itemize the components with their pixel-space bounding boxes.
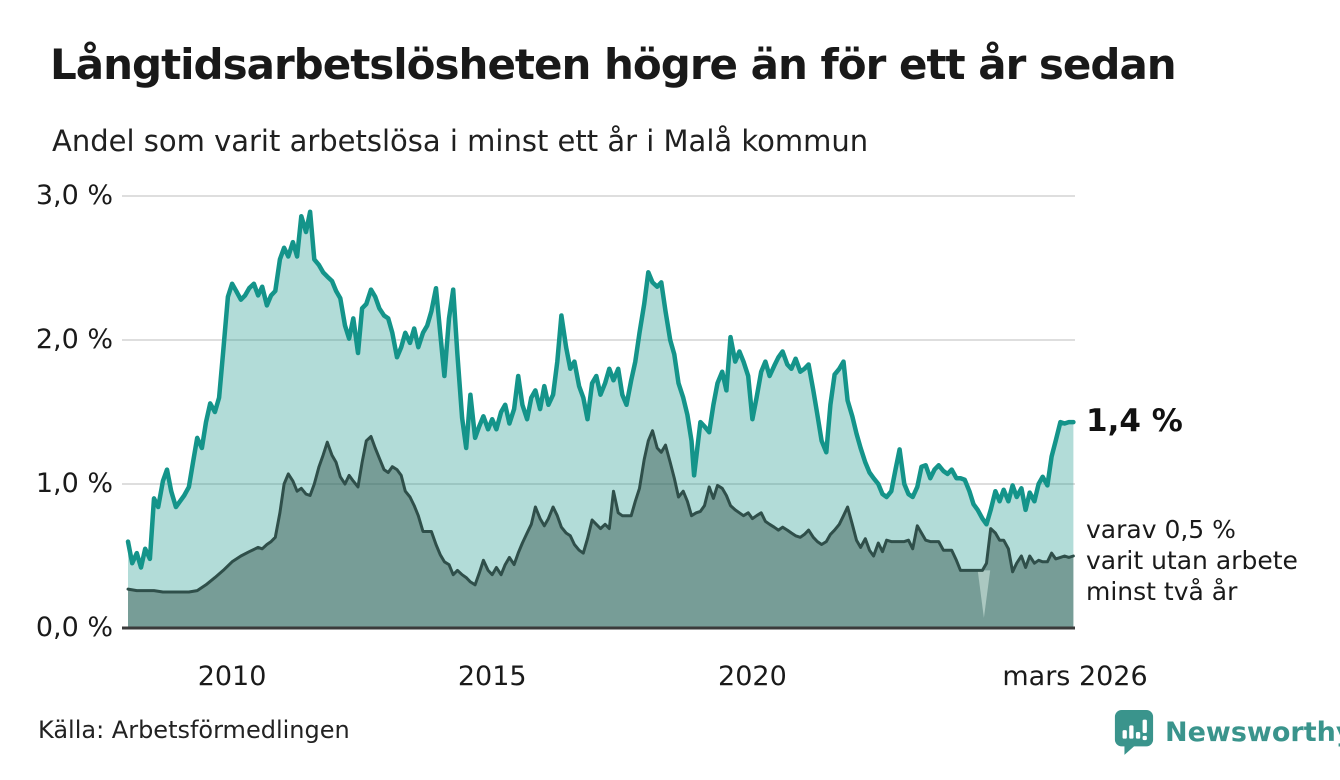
fill-gap-notch: [977, 570, 991, 618]
x-tick-label: 2020: [718, 661, 787, 692]
source-note: Källa: Arbetsförmedlingen: [38, 716, 350, 744]
newsworthy-logo: Newsworthy: [1113, 707, 1340, 757]
y-tick-label: 0,0 %: [35, 612, 113, 643]
annotation-line: varit utan arbete: [1086, 546, 1298, 575]
y-tick-label: 1,0 %: [35, 468, 113, 499]
brand-name: Newsworthy: [1165, 716, 1340, 748]
newsworthy-logo-icon: [1114, 710, 1154, 755]
secondary-series-annotation: varav 0,5 % varit utan arbete minst två …: [1086, 514, 1326, 607]
end-value-label: 1,4 %: [1086, 403, 1183, 439]
logo-bar-icon: [1122, 730, 1127, 739]
x-tick-label: mars 2026: [1002, 661, 1148, 692]
x-tick-label: 2010: [197, 661, 267, 692]
y-tick-label: 2,0 %: [35, 324, 113, 355]
annotation-line: varav 0,5 %: [1086, 515, 1236, 544]
annotation-line: minst två år: [1086, 577, 1238, 606]
line-minst-tva-ar: [126, 429, 1075, 594]
line-minst-ett-ar: [125, 209, 1076, 570]
area-minst-ett-ar: [128, 211, 1074, 629]
x-tick-label: 2015: [457, 661, 527, 692]
logo-bar-icon: [1135, 732, 1141, 739]
logo-exclamation-icon: [1142, 735, 1147, 741]
logo-bar-icon: [1129, 725, 1134, 739]
chart-subtitle: Andel som varit arbetslösa i minst ett å…: [52, 124, 869, 158]
y-tick-label: 3,0 %: [35, 180, 113, 211]
logo-exclamation-icon: [1142, 719, 1147, 733]
page-title: Långtidsarbetslösheten högre än för ett …: [50, 40, 1177, 89]
